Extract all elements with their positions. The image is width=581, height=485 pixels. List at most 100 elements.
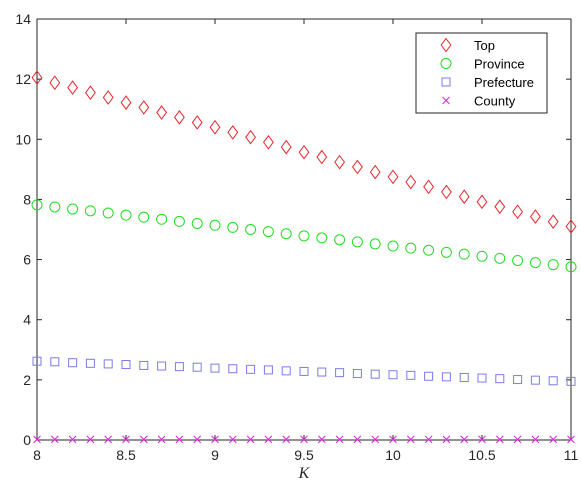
- county-point: [33, 435, 41, 444]
- province-point: [512, 254, 524, 266]
- marker-stroke: [478, 435, 486, 444]
- top-point: [67, 80, 79, 95]
- prefecture-point: [388, 370, 398, 380]
- marker-stroke: [157, 435, 166, 444]
- top-point: [494, 199, 506, 214]
- province-point: [262, 226, 274, 238]
- top-point: [227, 125, 239, 140]
- legend-box: [415, 32, 548, 114]
- marker-stroke: [531, 435, 540, 444]
- marker-stroke: [371, 435, 380, 444]
- county-point: [86, 435, 95, 444]
- top-point: [191, 115, 203, 130]
- province-point: [547, 259, 559, 271]
- top-point: [49, 75, 61, 91]
- marker-stroke: [389, 435, 397, 444]
- province-point: [458, 248, 470, 260]
- legend-label-province: Province: [474, 57, 525, 72]
- prefecture-point: [299, 366, 309, 376]
- y-tick-label: 6: [23, 252, 31, 268]
- prefecture-point: [85, 358, 95, 368]
- x-axis-label: K: [298, 465, 311, 482]
- y-tick-label: 8: [23, 191, 31, 207]
- legend-label-prefecture: Prefecture: [474, 75, 534, 90]
- province-point: [120, 209, 132, 221]
- prefecture-point: [406, 370, 416, 380]
- marker-stroke: [300, 435, 308, 444]
- province-point: [67, 203, 79, 215]
- prefecture-point: [370, 369, 380, 379]
- province-point: [49, 201, 61, 213]
- county-point: [211, 435, 219, 444]
- marker-stroke: [228, 435, 237, 444]
- marker-stroke: [86, 435, 95, 444]
- prefecture-point: [477, 373, 487, 383]
- county-point: [567, 435, 575, 444]
- province-point: [191, 217, 203, 229]
- county-point: [228, 435, 237, 444]
- county-point: [157, 435, 166, 444]
- prefecture-point: [352, 369, 362, 379]
- county-point: [442, 435, 451, 444]
- series-top: [31, 70, 577, 234]
- x-tick-label: 9: [211, 447, 219, 463]
- y-tick-label: 10: [15, 131, 31, 147]
- marker-stroke: [549, 435, 558, 444]
- top-point: [84, 85, 96, 101]
- legend-marker-prefecture: [441, 77, 451, 87]
- marker-stroke: [335, 435, 344, 444]
- legend: Top Province Prefecture County: [415, 32, 548, 114]
- top-point: [138, 100, 150, 115]
- province-point: [209, 219, 221, 231]
- prefecture-point: [441, 372, 451, 382]
- prefecture-point: [246, 364, 256, 374]
- x-tick-label: 8.5: [116, 447, 136, 463]
- top-point: [280, 139, 292, 155]
- province-point: [369, 238, 381, 250]
- county-point: [300, 435, 308, 444]
- prefecture-point: [548, 376, 558, 386]
- prefecture-point: [513, 375, 523, 385]
- county-point: [478, 435, 486, 444]
- prefecture-point: [530, 375, 540, 385]
- marker-stroke: [139, 435, 148, 444]
- legend-label-top: Top: [474, 38, 495, 53]
- province-point: [387, 240, 399, 252]
- county-point: [246, 435, 255, 444]
- top-point: [316, 149, 328, 165]
- province-point: [529, 257, 541, 269]
- legend-marker-top: [440, 37, 452, 53]
- marker-stroke: [495, 435, 504, 444]
- x-tick-label: 10: [385, 447, 401, 463]
- top-point: [458, 189, 470, 205]
- x-tick-label: 8: [33, 447, 41, 463]
- prefecture-point: [103, 359, 113, 369]
- series-province: [31, 199, 577, 273]
- province-point: [476, 250, 488, 262]
- marker-stroke: [442, 435, 451, 444]
- county-point: [406, 435, 415, 444]
- marker-stroke: [460, 435, 469, 444]
- marker-stroke: [175, 435, 184, 444]
- province-point: [405, 242, 417, 254]
- prefecture-point: [50, 357, 60, 367]
- marker-stroke: [264, 435, 273, 444]
- top-point: [369, 164, 381, 180]
- province-point: [440, 246, 452, 258]
- county-point: [335, 435, 344, 444]
- marker-stroke: [406, 435, 415, 444]
- plot-area: 8 8.5 9 9.5 10 10.5 11 0 2 4 6 8 10 12 14: [15, 11, 578, 463]
- prefecture-point: [317, 367, 327, 377]
- province-point: [423, 244, 435, 256]
- province-point: [280, 228, 292, 240]
- top-point: [405, 174, 417, 190]
- county-point: [282, 435, 291, 444]
- top-point: [102, 90, 114, 105]
- top-point: [209, 119, 221, 135]
- top-point: [476, 194, 488, 210]
- x-tick-label: 11: [564, 447, 579, 463]
- prefecture-point: [139, 360, 149, 370]
- prefecture-point: [228, 364, 238, 374]
- prefecture-point: [192, 362, 202, 372]
- prefecture-point: [68, 358, 78, 368]
